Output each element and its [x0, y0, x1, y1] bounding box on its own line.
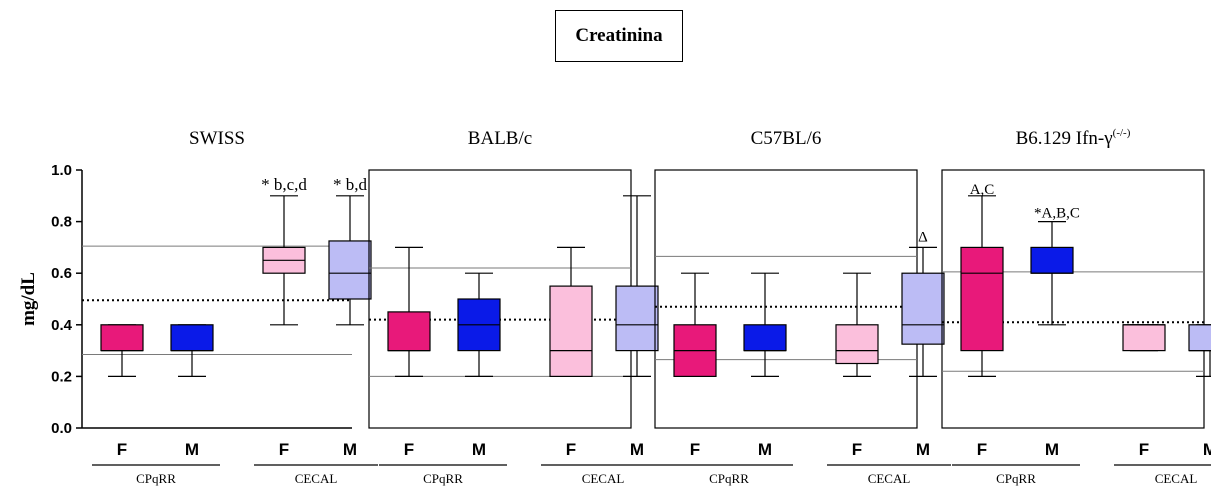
box-iqr	[100, 324, 144, 352]
title-box: Creatinina	[555, 10, 683, 62]
box-iqr	[901, 272, 945, 345]
y-tick-label: 0.4	[51, 317, 73, 334]
box-iqr	[387, 311, 431, 352]
y-tick-label: 0.8	[51, 214, 72, 231]
panel-frame	[654, 169, 918, 429]
box-iqr	[549, 285, 593, 378]
box-iqr	[615, 285, 659, 352]
x-category-label: M	[472, 440, 486, 459]
panel-title: BALB/c	[468, 128, 532, 149]
group-label: CPqRR	[423, 471, 463, 486]
x-category-label: F	[1139, 440, 1149, 459]
panel-frame	[941, 169, 1205, 429]
panel-title: C57BL/6	[751, 128, 822, 149]
box-annotation: A,C	[970, 182, 995, 198]
x-category-label: M	[1045, 440, 1059, 459]
group-label: CPqRR	[136, 471, 176, 486]
x-category-label: F	[852, 440, 862, 459]
group-label: CPqRR	[709, 471, 749, 486]
x-category-label: M	[916, 440, 930, 459]
x-category-label: M	[343, 440, 357, 459]
box-annotation: * b,d	[333, 175, 368, 194]
box-iqr	[743, 324, 787, 352]
box-iqr	[328, 240, 372, 300]
y-tick-label: 0.6	[51, 265, 72, 282]
box-iqr	[1122, 324, 1166, 352]
x-category-label: M	[758, 440, 772, 459]
group-label: CECAL	[1155, 471, 1198, 486]
box-iqr	[1030, 246, 1074, 274]
y-tick-label: 0.0	[51, 420, 72, 437]
group-label: CPqRR	[996, 471, 1036, 486]
x-category-label: F	[690, 440, 700, 459]
y-axis-label: mg/dL	[18, 272, 39, 326]
chart-title: Creatinina	[575, 25, 663, 46]
x-category-label: M	[1203, 440, 1211, 459]
group-label: CECAL	[295, 471, 338, 486]
panel-title: SWISS	[189, 128, 245, 149]
x-category-label: M	[185, 440, 199, 459]
group-label: CECAL	[582, 471, 625, 486]
group-label: CECAL	[868, 471, 911, 486]
x-category-label: F	[404, 440, 414, 459]
box-iqr	[170, 324, 214, 352]
x-category-label: F	[117, 440, 127, 459]
box-annotation: Δ	[918, 229, 928, 245]
panel-title-superscript: (-/-)	[1113, 127, 1131, 139]
y-tick-label: 0.2	[51, 368, 72, 385]
x-category-label: M	[630, 440, 644, 459]
box-iqr	[960, 246, 1004, 352]
x-category-label: F	[566, 440, 576, 459]
box-iqr	[1188, 324, 1211, 352]
x-category-label: F	[977, 440, 987, 459]
panel-title: B6.129 Ifn-γ(-/-)	[1016, 127, 1131, 149]
y-tick-label: 1.0	[51, 162, 72, 179]
box-annotation: *A,B,C	[1034, 206, 1080, 222]
x-category-label: F	[279, 440, 289, 459]
box-annotation: * b,c,d	[261, 175, 307, 194]
box-iqr	[835, 324, 879, 365]
